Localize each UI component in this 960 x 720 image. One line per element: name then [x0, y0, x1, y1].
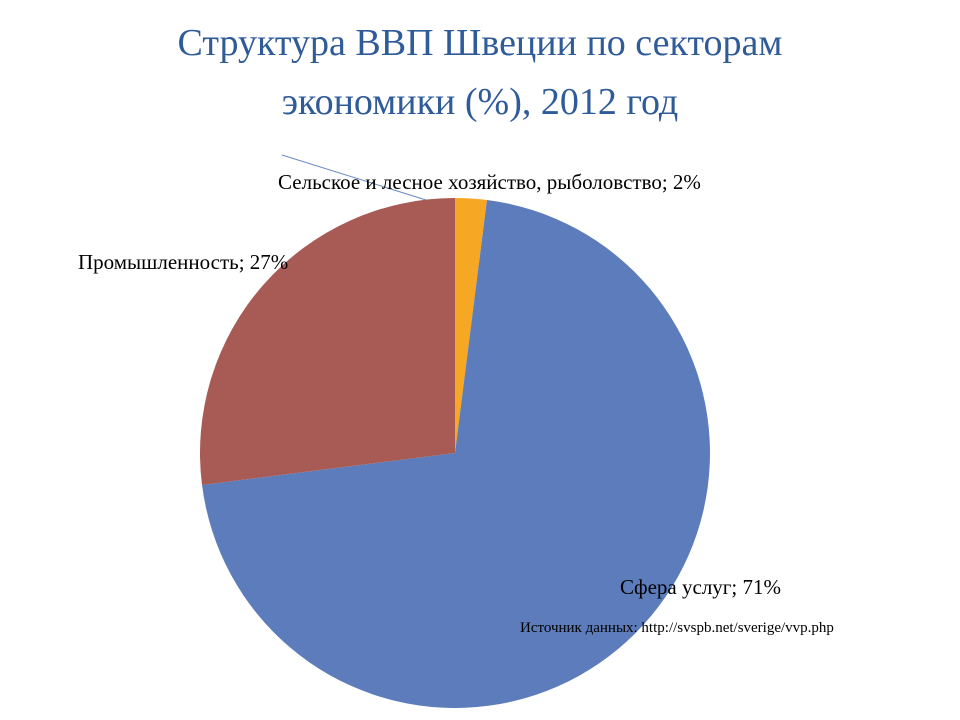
slice-label-services: Сфера услуг; 71% — [620, 575, 781, 600]
data-source: Источник данных: http://svspb.net/sverig… — [520, 620, 834, 637]
chart-title: Структура ВВП Швеции по секторам экономи… — [0, 14, 960, 132]
chart-stage: Структура ВВП Швеции по секторам экономи… — [0, 0, 960, 720]
chart-title-line2: экономики (%), 2012 год — [282, 81, 678, 123]
slice-label-industry: Промышленность; 27% — [78, 250, 288, 275]
pie-slice-industry — [200, 198, 455, 485]
slice-label-agriculture: Сельское и лесное хозяйство, рыболовство… — [278, 170, 701, 195]
chart-title-line1: Структура ВВП Швеции по секторам — [178, 22, 783, 64]
